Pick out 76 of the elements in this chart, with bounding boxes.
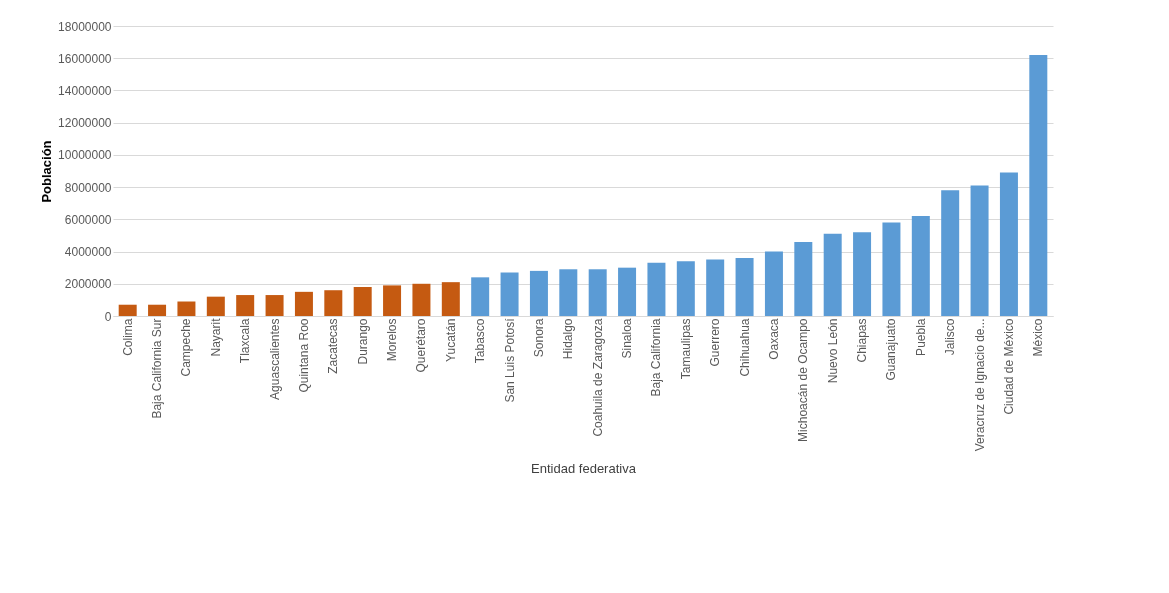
bar [500,272,519,316]
x-tick-label: Tamaulipas [678,318,693,380]
x-tick-label: Zacatecas [326,318,341,374]
x-tick-label: Quintana Roo [296,318,311,393]
x-tick-label: Durango [355,318,370,365]
bar [618,267,637,316]
x-tick-label: Morelos [385,318,400,362]
y-tick-label: 4000000 [64,245,112,260]
bar [353,287,372,316]
x-tick-label: Sinaloa [620,318,635,359]
y-tick-label: 8000000 [64,180,112,195]
bar [735,258,754,316]
y-axis-title: Población [39,140,55,203]
bar [794,241,813,316]
bar [1029,55,1048,316]
x-tick-label: Aguascalientes [267,318,282,400]
x-tick-label: Sonora [531,318,546,358]
x-tick-label: Jalisco [943,318,958,356]
x-tick-label: Michoacán de Ocampo [796,318,811,442]
x-tick-label: Chihuahua [737,318,752,377]
x-axis-title: Entidad federativa [531,461,637,477]
bar [529,270,548,316]
x-tick-label: Querétaro [414,318,429,373]
bar [383,285,402,316]
bar [294,291,313,316]
x-tick-label: Guanajuato [884,318,899,381]
x-tick-label: San Luis Potosí [502,317,517,403]
x-tick-label: México [1031,318,1046,357]
bar [999,172,1018,316]
x-tick-label: Colima [120,318,135,356]
bar [118,304,137,316]
x-tick-label: Nayarit [208,317,223,357]
x-tick-label: Tabasco [473,318,488,364]
bar [471,277,490,316]
y-tick-label: 6000000 [64,212,112,227]
bar [206,296,225,316]
y-tick-label: 12000000 [58,116,112,131]
x-tick-label: Guerrero [708,318,723,367]
x-tick-label: Yucatán [443,318,458,362]
y-tick-label: 2000000 [64,277,112,292]
x-tick-label: Ciudad de México [1001,318,1016,415]
x-tick-label: Tlaxcala [238,318,253,364]
bar [177,301,196,316]
bar [647,262,666,316]
y-tick-label: 10000000 [58,148,112,163]
bar [265,295,284,316]
y-tick-label: 0 [104,309,112,324]
bar [911,216,930,316]
x-tick-label: Puebla [913,318,928,356]
x-tick-label: Nuevo León [825,318,840,384]
bar [941,190,960,316]
y-tick-label: 14000000 [58,83,112,98]
x-tick-label: Baja California [649,318,664,397]
bar [676,261,695,316]
bar [324,290,343,316]
y-tick-label: 18000000 [58,19,112,34]
bar [823,233,842,316]
bar [970,185,989,316]
x-tick-label: Campeche [179,318,194,377]
x-tick-label: Oaxaca [766,318,781,360]
x-tick-label: Hidalgo [561,318,576,360]
y-tick-label: 16000000 [58,51,112,66]
bar [706,259,725,316]
bar [882,222,901,316]
x-tick-label: Baja California Sur [150,318,165,419]
bar [148,304,167,316]
bar [559,269,578,316]
bar [853,232,872,316]
bar [764,251,783,316]
x-tick-label: Coahuila de Zaragoza [590,318,605,437]
bar [441,282,460,316]
x-tick-label: Veracruz de Ignacio de... [972,318,987,452]
bar [236,295,255,316]
bar [588,269,607,316]
x-tick-label: Chiapas [855,318,870,363]
bar [412,283,431,316]
